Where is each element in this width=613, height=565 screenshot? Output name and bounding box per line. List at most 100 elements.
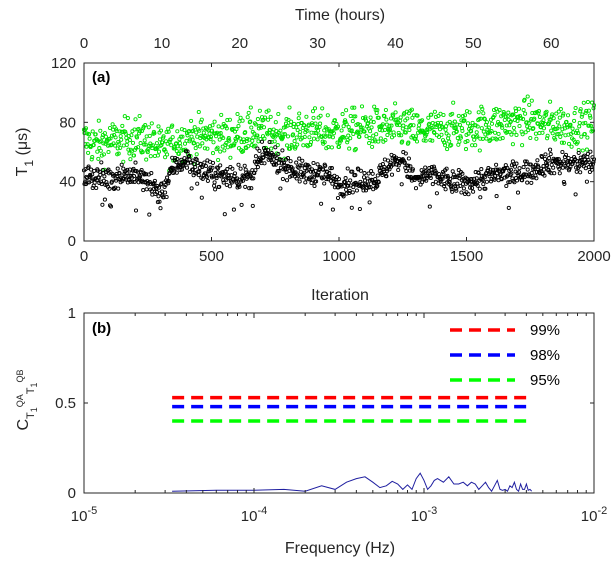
scatter-point <box>330 181 335 186</box>
scatter-point <box>216 124 221 129</box>
scatter-point <box>307 135 312 140</box>
scatter-point <box>579 134 584 139</box>
scatter-point <box>565 113 571 118</box>
scatter-point <box>304 176 309 181</box>
scatter-point <box>374 184 379 189</box>
scatter-point <box>176 151 181 157</box>
scatter-point <box>539 154 545 160</box>
scatter-point <box>380 128 385 133</box>
scatter-point <box>408 123 413 128</box>
scatter-point <box>335 124 341 129</box>
scatter-point <box>236 182 242 187</box>
scatter-point <box>557 115 562 120</box>
scatter-point <box>586 165 591 170</box>
scatter-point <box>554 132 559 137</box>
scatter-point <box>384 174 389 179</box>
scatter-point <box>428 173 433 178</box>
scatter-point <box>551 165 556 170</box>
scatter-point <box>106 149 111 155</box>
scatter-point <box>108 204 114 209</box>
scatter-point <box>584 179 589 184</box>
scatter-point <box>369 125 374 130</box>
scatter-point <box>123 131 128 136</box>
scatter-point <box>477 186 482 191</box>
scatter-point <box>529 180 534 185</box>
x-tick-label: 1000 <box>322 248 355 265</box>
scatter-point <box>191 128 196 133</box>
scatter-point <box>449 187 454 192</box>
scatter-point <box>509 171 514 176</box>
scatter-point <box>223 170 228 175</box>
scatter-point <box>388 116 394 121</box>
scatter-point <box>457 176 462 181</box>
scatter-point <box>251 176 256 181</box>
correlation-series-line <box>172 472 533 493</box>
scatter-point <box>561 111 566 116</box>
scatter-point <box>102 131 107 136</box>
scatter-point <box>367 141 372 146</box>
scatter-point <box>437 174 442 179</box>
scatter-point <box>255 117 260 122</box>
scatter-point <box>374 132 379 137</box>
scatter-point <box>219 112 224 117</box>
scatter-point <box>535 158 540 163</box>
scatter-point <box>344 108 349 113</box>
scatter-point <box>488 179 494 184</box>
scatter-point <box>425 130 430 135</box>
scatter-point <box>324 126 329 131</box>
scatter-point <box>432 130 437 135</box>
scatter-point <box>169 143 174 148</box>
scatter-point <box>483 186 488 191</box>
scatter-point <box>225 167 230 172</box>
scatter-point <box>102 174 107 179</box>
scatter-point <box>126 147 131 152</box>
scatter-point <box>160 140 165 145</box>
scatter-point <box>257 108 262 113</box>
x-axis-label-b: Frequency (Hz) <box>285 540 395 557</box>
scatter-point <box>216 166 221 171</box>
scatter-point <box>220 144 225 149</box>
scatter-point <box>589 165 594 170</box>
scatter-point <box>236 146 242 151</box>
scatter-point <box>479 167 484 172</box>
scatter-point <box>152 131 157 136</box>
y-tick-label: 1 <box>68 305 76 322</box>
scatter-point <box>185 149 190 154</box>
scatter-point <box>212 183 217 188</box>
scatter-point <box>228 155 233 160</box>
scatter-point <box>294 135 299 140</box>
scatter-point <box>85 180 90 185</box>
scatter-point <box>590 128 596 133</box>
scatter-point <box>280 148 285 153</box>
scatter-point <box>476 110 481 115</box>
scatter-point <box>98 128 103 133</box>
scatter-point <box>175 144 180 149</box>
scatter-point <box>399 133 404 138</box>
scatter-point <box>275 168 280 174</box>
scatter-point <box>459 190 464 195</box>
scatter-point <box>363 118 369 123</box>
scatter-point <box>421 138 426 143</box>
scatter-point <box>387 123 392 128</box>
scatter-point <box>534 136 539 141</box>
scatter-point <box>94 185 99 191</box>
scatter-point <box>436 113 441 118</box>
x-tick-label: 1500 <box>450 248 483 265</box>
scatter-point <box>512 130 517 135</box>
scatter-point <box>561 179 566 185</box>
scatter-point <box>205 146 210 151</box>
scatter-point <box>368 129 373 134</box>
scatter-point <box>358 168 363 173</box>
scatter-point <box>130 179 135 184</box>
scatter-point <box>541 118 546 123</box>
scatter-point <box>232 171 238 176</box>
scatter-point <box>498 136 503 141</box>
scatter-point <box>295 142 300 147</box>
scatter-point <box>532 166 537 172</box>
scatter-point <box>361 188 366 193</box>
scatter-point <box>133 160 138 165</box>
scatter-point <box>536 111 541 116</box>
scatter-point <box>104 180 109 185</box>
scatter-point <box>520 132 525 137</box>
scatter-point <box>447 139 452 144</box>
